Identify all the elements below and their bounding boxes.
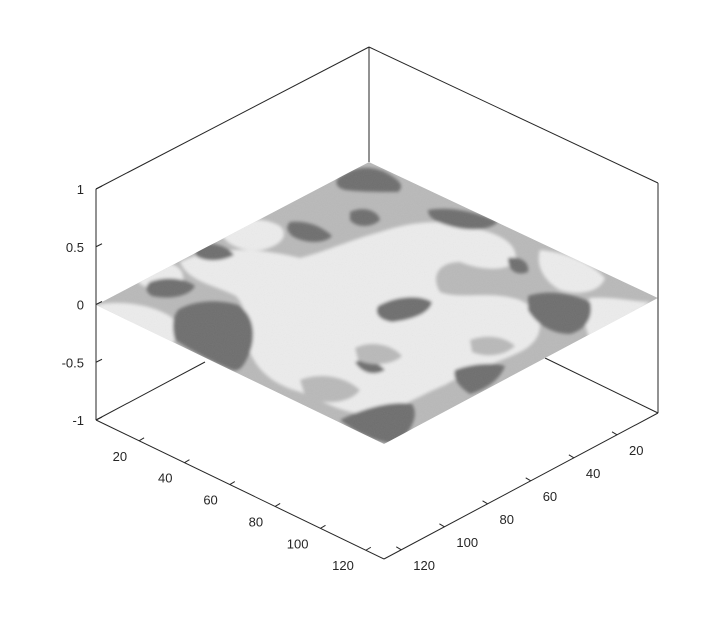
- y-tick: [525, 477, 531, 482]
- z-tick: [95, 301, 103, 305]
- x-tick: [229, 481, 236, 486]
- y-tick-label: 80: [500, 512, 514, 527]
- z-tick-label: 0: [77, 298, 84, 313]
- x-tick: [274, 503, 281, 507]
- y-tick: [568, 454, 575, 459]
- z-tick-label: 1: [77, 182, 84, 197]
- surface-plane: [96, 162, 658, 444]
- y-tick: [482, 500, 488, 505]
- z-tick: [95, 243, 103, 248]
- box-edge-bottom-right: [383, 412, 659, 560]
- z-tick-label: -0.5: [62, 355, 84, 370]
- x-tick-label: 40: [158, 471, 172, 486]
- z-tick: [95, 416, 103, 421]
- z-tick-label: 0.5: [66, 240, 84, 255]
- box-edge-top-right: [368, 46, 659, 184]
- box-edge-bottom-left: [95, 419, 385, 560]
- z-axis: 1 0.5 0 -0.5 -1: [62, 182, 103, 428]
- y-tick-label: 100: [456, 535, 478, 550]
- z-tick: [95, 185, 103, 190]
- x-tick: [184, 459, 190, 464]
- y-tick-label: 120: [413, 558, 435, 573]
- x-tick-label: 60: [203, 493, 217, 508]
- box-edge-back-bottom-left: [95, 361, 206, 421]
- y-tick: [439, 523, 445, 528]
- box-edge-top-left: [95, 46, 370, 190]
- x-axis: 20 40 60 80 100 120: [113, 437, 372, 573]
- z-tick-label: -1: [72, 413, 84, 428]
- y-tick-label: 20: [629, 443, 643, 458]
- y-tick: [611, 431, 618, 436]
- y-tick-label: 60: [543, 489, 557, 504]
- y-tick-label: 40: [586, 466, 600, 481]
- z-tick: [95, 358, 103, 363]
- x-tick-label: 20: [113, 449, 127, 464]
- x-tick: [320, 524, 326, 529]
- y-axis: 20 40 60 80 100 120: [396, 431, 643, 573]
- x-tick: [138, 437, 145, 442]
- y-tick: [396, 546, 402, 551]
- box-edge-back-bottom-right: [544, 357, 659, 414]
- x-tick-label: 120: [332, 558, 354, 573]
- x-tick-label: 80: [249, 514, 263, 529]
- x-tick-label: 100: [287, 536, 309, 551]
- x-tick: [365, 546, 372, 551]
